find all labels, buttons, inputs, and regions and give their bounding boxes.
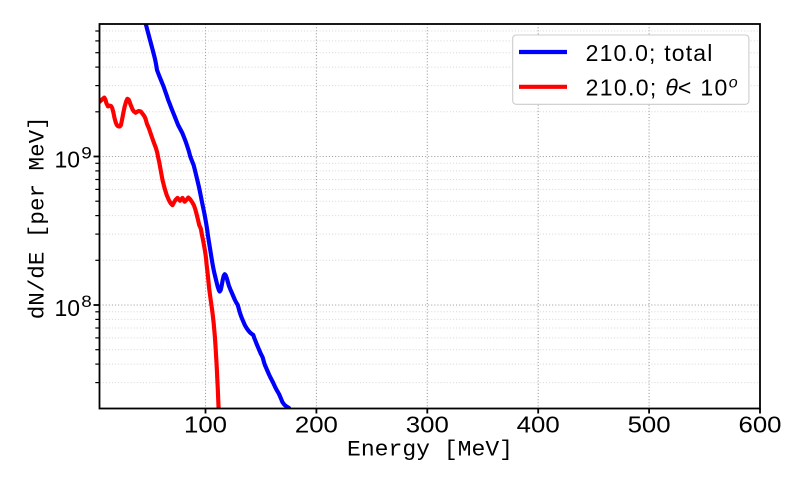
- svg-text:10: 10: [55, 147, 81, 173]
- svg-text:100: 100: [184, 412, 227, 438]
- svg-text:200: 200: [295, 412, 338, 438]
- svg-text:210.0; total: 210.0; total: [586, 40, 714, 66]
- svg-text:210.0; θ< 10o: 210.0; θ< 10o: [586, 74, 739, 100]
- svg-text:dN/dE [per MeV]: dN/dE [per MeV]: [26, 116, 51, 319]
- svg-text:400: 400: [517, 412, 560, 438]
- svg-text:600: 600: [739, 412, 782, 438]
- svg-text:Energy [MeV]: Energy [MeV]: [347, 438, 513, 463]
- svg-text:300: 300: [406, 412, 449, 438]
- svg-text:9: 9: [81, 143, 92, 162]
- svg-text:500: 500: [628, 412, 671, 438]
- svg-text:8: 8: [81, 292, 92, 311]
- svg-text:10: 10: [55, 295, 81, 321]
